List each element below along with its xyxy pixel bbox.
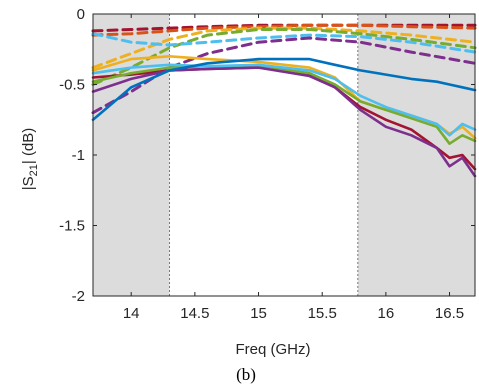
x-tick-label: 15: [250, 305, 267, 322]
dashed-series-line: [91, 32, 477, 54]
plot-area: [91, 13, 477, 297]
y-axis-label-rest: | (dB): [20, 128, 37, 164]
dashed-series-line: [91, 36, 477, 115]
x-tick-label: 14.5: [180, 305, 209, 322]
x-tick-label: 16.5: [435, 305, 464, 322]
solid-series-line: [91, 64, 477, 145]
solid-series-line: [91, 63, 477, 137]
x-tick-label: 16: [378, 305, 395, 322]
x-tick-labels: 14 14.5 15 15.5 16 16.5: [123, 305, 464, 322]
y-tick-label: 0: [77, 6, 85, 23]
y-tick-label: -1: [72, 147, 85, 164]
figure-caption: (b): [236, 365, 256, 384]
y-axis-label: |S21| (dB): [20, 128, 40, 191]
dashed-series-line: [91, 26, 477, 70]
y-tick-label: -1.5: [59, 218, 85, 235]
series-layer: [91, 23, 477, 178]
y-axis-label-main: |S: [20, 176, 37, 190]
y-tick-label: -0.5: [59, 77, 85, 94]
x-tick-label: 15.5: [308, 305, 337, 322]
tick-marks: [93, 13, 475, 297]
x-tick-label: 14: [123, 305, 140, 322]
solid-series-line: [91, 57, 477, 122]
shaded-region: [93, 14, 170, 296]
y-tick-label: -2: [72, 288, 85, 305]
y-tick-labels: 0 -0.5 -1 -1.5 -2: [59, 6, 85, 305]
y-axis-label-subscript: 21: [28, 164, 40, 176]
x-axis-label: Freq (GHz): [236, 341, 311, 358]
